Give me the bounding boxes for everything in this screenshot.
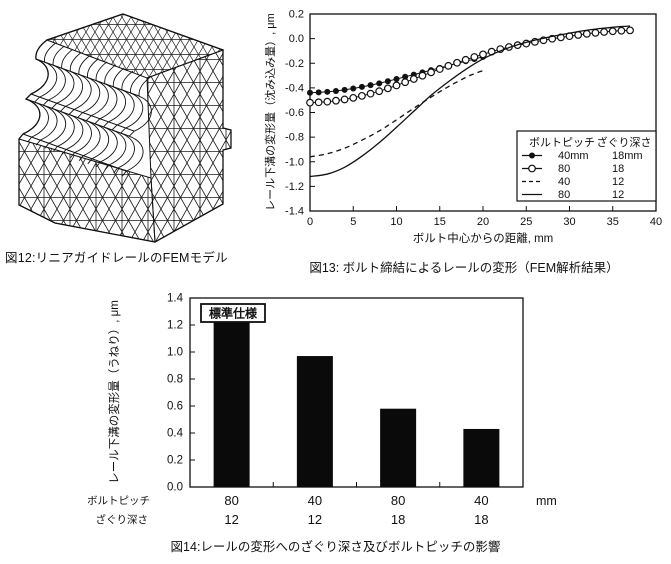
legend-row-2: 80 18: [522, 163, 624, 175]
fig14-caption: 図14:レールの変形へのざぐり深さ及びボルトピッチの影響: [170, 540, 501, 554]
bar-chart-axes: 0.0 0.2 0.4 0.6 0.8 1.0 1.2 1.4: [167, 293, 524, 494]
svg-text:12: 12: [612, 176, 624, 188]
line-chart: 0.2 0.0 -0.2 -0.4 -0.6 -0.8 -1.0 -1.2 -1.40 5 10 15…: [263, 9, 662, 246]
svg-text:-1.0: -1.0: [285, 156, 304, 168]
svg-text:18: 18: [474, 512, 488, 527]
svg-text:80: 80: [558, 189, 570, 201]
svg-text:18mm: 18mm: [612, 150, 643, 162]
legend-row-4: 80 12: [522, 189, 624, 201]
legend-row-3: 40 12: [522, 176, 624, 188]
svg-text:80: 80: [391, 493, 405, 508]
svg-text:1.4: 1.4: [167, 293, 184, 305]
series-pitch80-depth18: [306, 26, 634, 107]
svg-text:12: 12: [612, 189, 624, 201]
svg-text:-0.6: -0.6: [285, 107, 304, 119]
fem-front-face: [18, 138, 156, 243]
svg-text:0.2: 0.2: [167, 455, 183, 467]
svg-text:12: 12: [224, 512, 238, 527]
svg-text:5: 5: [350, 216, 356, 228]
svg-text:0.0: 0.0: [167, 482, 183, 494]
svg-text:ざぐり深さ: ざぐり深さ: [96, 513, 149, 526]
svg-text:80: 80: [224, 493, 238, 508]
fem-groove-slices: [18, 39, 152, 177]
svg-text:0.6: 0.6: [167, 401, 183, 413]
svg-text:-0.4: -0.4: [285, 82, 304, 94]
bar-4: [463, 428, 500, 487]
svg-text:12: 12: [308, 512, 322, 527]
line-chart-axes: 0.2 0.0 -0.2 -0.4 -0.6 -0.8 -1.0 -1.2 -1.40 5 10 15…: [285, 9, 662, 229]
fig13-caption: 図13: ボルト締結によるレールの変形（FEM解析結果）: [309, 261, 619, 275]
svg-text:15: 15: [434, 216, 446, 228]
svg-text:mm: mm: [536, 494, 557, 508]
svg-text:40: 40: [474, 493, 488, 508]
bar-chart-ylabel: レール下溝の変形量（うねり）, μm: [107, 300, 121, 484]
svg-text:-1.2: -1.2: [285, 181, 304, 193]
svg-text:40: 40: [558, 176, 570, 188]
fem-end-face: [146, 49, 232, 243]
svg-text:0.0: 0.0: [289, 33, 304, 45]
svg-text:10: 10: [390, 216, 402, 228]
bar-3: [380, 408, 417, 487]
legend-row-1: 40mm 18mm: [522, 150, 643, 162]
bar-1: [213, 319, 250, 487]
svg-text:1.2: 1.2: [167, 320, 183, 332]
svg-text:1.0: 1.0: [167, 347, 183, 359]
svg-text:ボルトピッチ: ボルトピッチ: [88, 495, 150, 507]
svg-text:-1.4: -1.4: [285, 206, 304, 218]
series-pitch80-depth12: [309, 25, 631, 178]
fem-mesh-image: [18, 13, 232, 243]
svg-text:18: 18: [391, 512, 405, 527]
svg-text:0: 0: [307, 216, 313, 228]
svg-text:0.8: 0.8: [167, 374, 183, 386]
svg-text:40: 40: [308, 493, 322, 508]
bar-series: [213, 319, 500, 487]
svg-text:80: 80: [558, 163, 570, 175]
svg-text:40mm: 40mm: [558, 150, 589, 162]
svg-text:0.4: 0.4: [167, 428, 184, 440]
svg-text:25: 25: [520, 216, 532, 228]
svg-text:ざぐり深さ: ざぐり深さ: [597, 135, 652, 149]
svg-text:30: 30: [563, 216, 575, 228]
line-chart-ylabel: レール下溝の変形量（沈み込み量）, μm: [263, 13, 277, 211]
svg-text:35: 35: [607, 216, 619, 228]
svg-text:-0.2: -0.2: [285, 58, 304, 70]
svg-text:20: 20: [477, 216, 489, 228]
line-chart-legend: ボルトピッチ ざぐり深さ 40mm 18mm 80 18 40 12 80 12: [516, 130, 657, 202]
line-chart-series: [306, 25, 634, 178]
svg-text:40: 40: [650, 216, 662, 228]
standard-spec-annotation: 標準仕様: [200, 303, 266, 323]
bar-2: [296, 356, 333, 487]
fem-extrusion-edges: [22, 58, 140, 172]
svg-text:標準仕様: 標準仕様: [209, 306, 258, 321]
line-chart-xlabel: ボルト中心からの距離, mm: [413, 231, 554, 245]
svg-text:0.2: 0.2: [289, 9, 304, 21]
svg-text:18: 18: [612, 163, 624, 175]
svg-text:-0.8: -0.8: [285, 132, 304, 144]
fig12-caption: 図12:リニアガイドレールのFEMモデル: [5, 251, 228, 265]
svg-text:ボルトピッチ: ボルトピッチ: [529, 136, 595, 149]
